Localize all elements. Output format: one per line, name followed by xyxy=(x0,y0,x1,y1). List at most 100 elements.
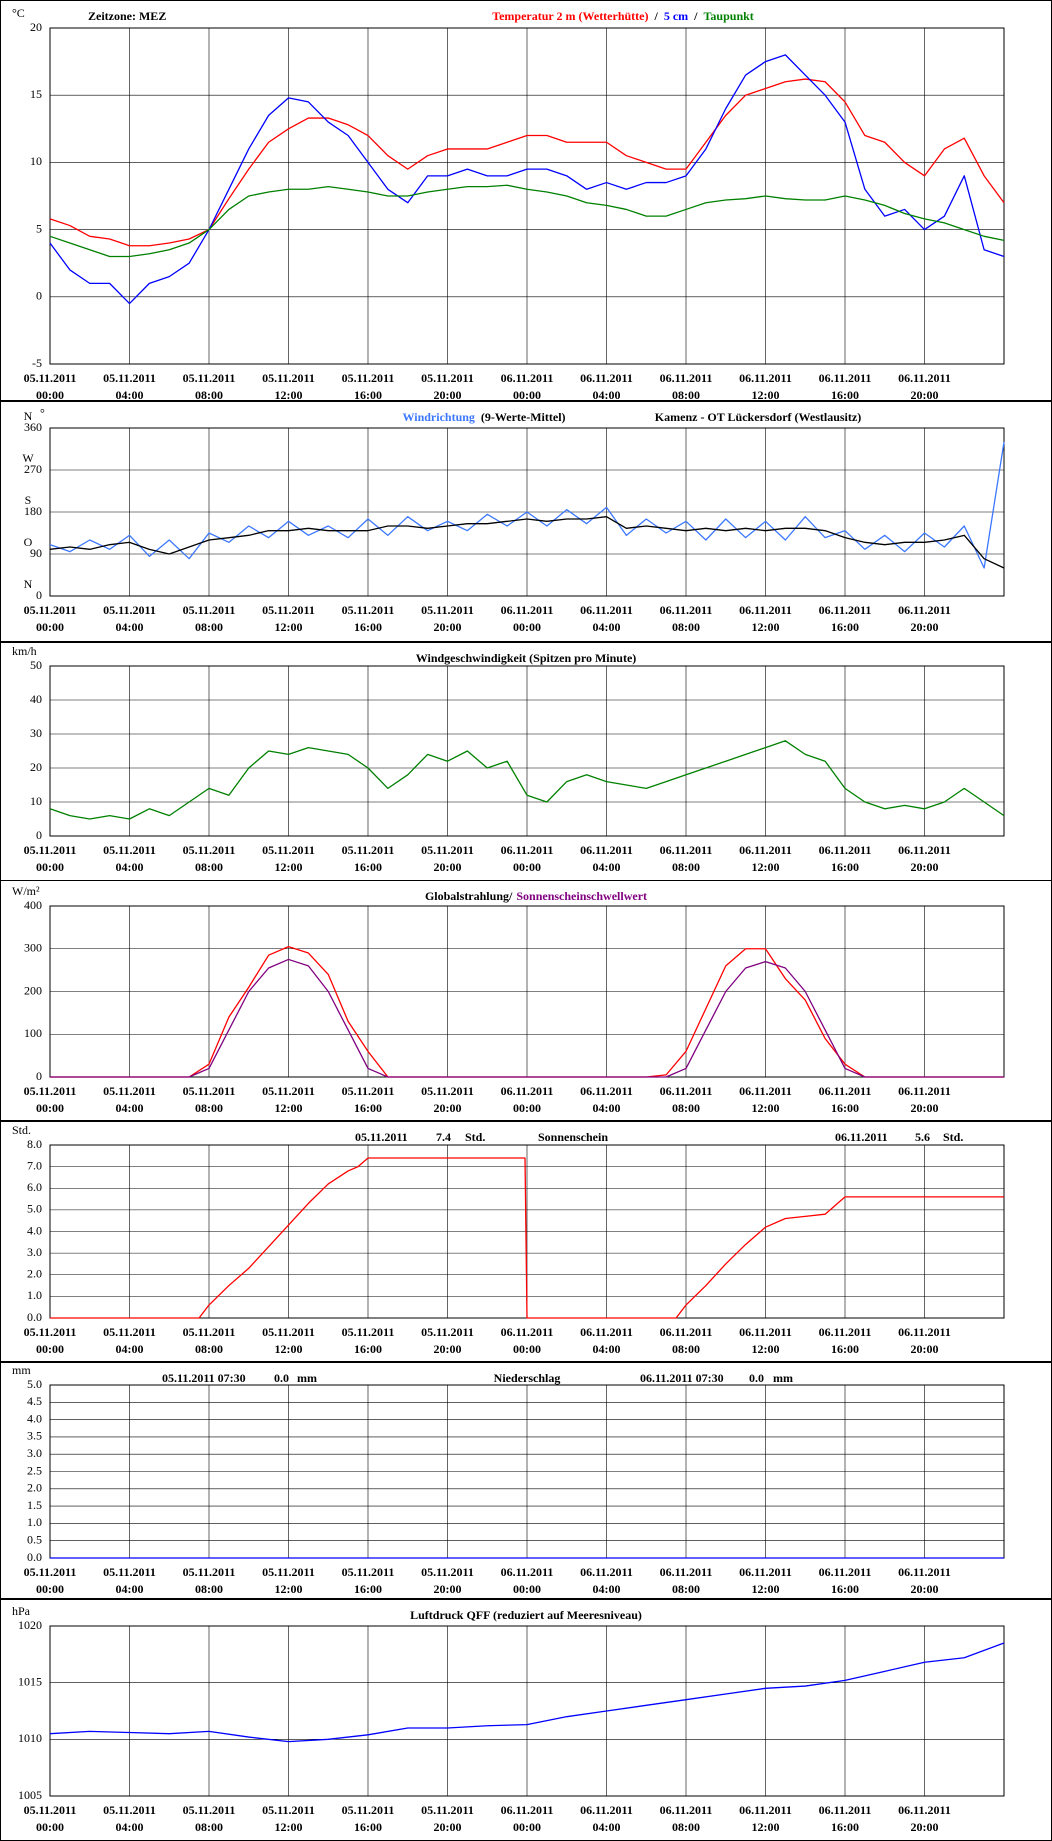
x-tick-date: 06.11.2011 xyxy=(660,603,713,617)
x-tick-date: 06.11.2011 xyxy=(660,1084,713,1098)
y-tick-label: 0 xyxy=(36,1069,42,1083)
x-tick-label: 00:00 xyxy=(513,388,541,402)
series-line xyxy=(49,740,1005,820)
legend-separator: / xyxy=(693,9,698,23)
annotation: 05.11.2011 xyxy=(355,1130,408,1144)
x-tick-date: 05.11.2011 xyxy=(421,371,474,385)
y-tick-label: 270 xyxy=(24,462,42,476)
x-tick-label: 04:00 xyxy=(116,388,144,402)
y-tick-label: 2.5 xyxy=(27,1463,42,1477)
y-tick-label: 90 xyxy=(30,546,42,560)
legend: Globalstrahlung/Sonnenscheinschwellwert xyxy=(425,889,647,903)
x-tick-date: 06.11.2011 xyxy=(739,1565,792,1579)
x-tick-date: 05.11.2011 xyxy=(342,1084,395,1098)
x-tick-label: 08:00 xyxy=(672,620,700,634)
x-tick-label: 16:00 xyxy=(354,860,382,874)
x-tick-date: 06.11.2011 xyxy=(660,843,713,857)
station: Kamenz - OT Lückersdorf (Westlausitz) xyxy=(655,410,861,424)
x-tick-label: 20:00 xyxy=(911,1101,939,1115)
x-tick-label: 12:00 xyxy=(275,860,303,874)
x-tick-label: 00:00 xyxy=(513,1582,541,1596)
plot-frame xyxy=(49,427,1005,597)
x-tick-label: 00:00 xyxy=(36,620,64,634)
x-tick-date: 05.11.2011 xyxy=(24,1803,77,1817)
x-tick-date: 06.11.2011 xyxy=(739,603,792,617)
x-tick-label: 08:00 xyxy=(195,388,223,402)
x-tick-date: 06.11.2011 xyxy=(819,1565,872,1579)
compass-label: S xyxy=(25,493,32,507)
x-tick-label: 08:00 xyxy=(672,1342,700,1356)
x-tick-label: 12:00 xyxy=(275,620,303,634)
annotation: 0.0 xyxy=(749,1371,764,1385)
x-tick-label: 00:00 xyxy=(513,1101,541,1115)
x-tick-label: 16:00 xyxy=(354,1582,382,1596)
chart-title: Niederschlag xyxy=(494,1371,561,1385)
annotation: 06.11.2011 xyxy=(835,1130,888,1144)
x-tick-date: 05.11.2011 xyxy=(262,1084,315,1098)
x-tick-date: 05.11.2011 xyxy=(103,603,156,617)
x-tick-label: 16:00 xyxy=(831,388,859,402)
x-tick-label: 04:00 xyxy=(593,1820,621,1834)
x-tick-label: 20:00 xyxy=(434,1820,462,1834)
y-tick-label: 5.0 xyxy=(27,1377,42,1391)
annotation: mm xyxy=(773,1371,793,1385)
x-tick-date: 06.11.2011 xyxy=(898,1565,951,1579)
y-tick-label: 360 xyxy=(24,420,42,434)
x-tick-label: 12:00 xyxy=(275,1101,303,1115)
x-tick-date: 05.11.2011 xyxy=(262,603,315,617)
x-tick-label: 00:00 xyxy=(36,388,64,402)
x-tick-label: 08:00 xyxy=(672,388,700,402)
y-tick-label: 1.0 xyxy=(27,1288,42,1302)
unit-label: °C xyxy=(12,6,25,20)
x-tick-date: 05.11.2011 xyxy=(103,843,156,857)
x-tick-date: 06.11.2011 xyxy=(898,603,951,617)
x-tick-date: 05.11.2011 xyxy=(24,603,77,617)
x-tick-label: 08:00 xyxy=(195,1820,223,1834)
x-tick-date: 05.11.2011 xyxy=(183,371,236,385)
x-tick-date: 05.11.2011 xyxy=(262,371,315,385)
x-tick-label: 12:00 xyxy=(752,860,780,874)
y-tick-label: 5.0 xyxy=(27,1202,42,1216)
compass-label: N xyxy=(24,409,33,423)
series-line xyxy=(49,1642,1005,1743)
x-tick-label: 16:00 xyxy=(354,1342,382,1356)
x-tick-date: 06.11.2011 xyxy=(898,1325,951,1339)
unit-label: km/h xyxy=(12,644,37,658)
compass-label: O xyxy=(24,535,33,549)
x-tick-label: 20:00 xyxy=(911,860,939,874)
x-tick-label: 04:00 xyxy=(593,1342,621,1356)
x-tick-date: 05.11.2011 xyxy=(421,843,474,857)
annotation: mm xyxy=(297,1371,317,1385)
x-tick-label: 08:00 xyxy=(672,1582,700,1596)
timezone: Zeitzone: MEZ xyxy=(88,9,166,23)
x-tick-label: 00:00 xyxy=(36,1582,64,1596)
y-tick-label: 1005 xyxy=(18,1788,42,1802)
legend-separator: / xyxy=(654,9,659,23)
x-tick-date: 06.11.2011 xyxy=(739,1084,792,1098)
x-tick-date: 06.11.2011 xyxy=(898,1803,951,1817)
y-tick-label: 1020 xyxy=(18,1618,42,1632)
x-tick-date: 05.11.2011 xyxy=(183,1565,236,1579)
y-tick-label: 40 xyxy=(30,692,42,706)
x-tick-label: 20:00 xyxy=(911,1820,939,1834)
y-tick-label: 2.0 xyxy=(27,1481,42,1495)
x-tick-date: 06.11.2011 xyxy=(660,1565,713,1579)
plot-frame xyxy=(49,1625,1005,1797)
x-tick-date: 06.11.2011 xyxy=(819,1325,872,1339)
y-tick-label: 1010 xyxy=(18,1731,42,1745)
x-tick-date: 06.11.2011 xyxy=(898,1084,951,1098)
y-tick-label: 10 xyxy=(30,794,42,808)
x-tick-date: 05.11.2011 xyxy=(342,1325,395,1339)
x-tick-label: 04:00 xyxy=(116,1342,144,1356)
x-tick-label: 16:00 xyxy=(354,388,382,402)
x-tick-date: 05.11.2011 xyxy=(24,1565,77,1579)
x-tick-date: 05.11.2011 xyxy=(103,1803,156,1817)
x-tick-date: 05.11.2011 xyxy=(103,371,156,385)
legend-entry: 5 cm xyxy=(664,9,688,23)
x-tick-label: 00:00 xyxy=(513,860,541,874)
x-tick-label: 08:00 xyxy=(195,1101,223,1115)
x-tick-label: 04:00 xyxy=(116,1820,144,1834)
x-tick-label: 08:00 xyxy=(672,860,700,874)
unit-label: mm xyxy=(12,1363,31,1377)
x-tick-date: 05.11.2011 xyxy=(24,1325,77,1339)
